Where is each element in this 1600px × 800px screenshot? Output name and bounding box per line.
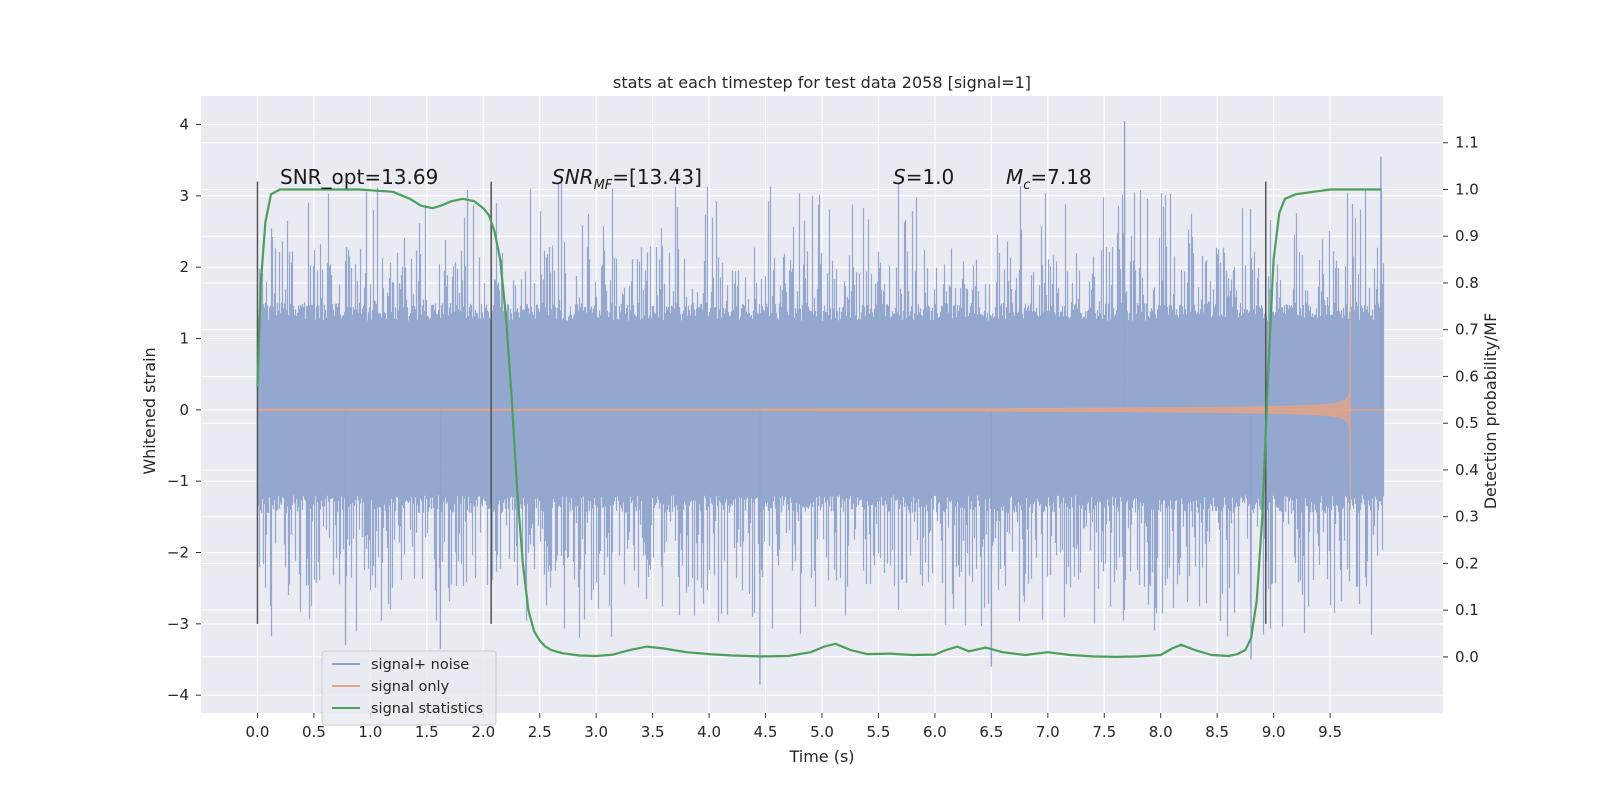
legend-label-signal-only: signal only [371, 679, 450, 695]
y-tick-label-3: 1 [179, 330, 189, 348]
x-tick-label-15: 7.5 [1092, 723, 1116, 741]
x-tick-label-1: 0.5 [302, 723, 326, 741]
x-axis-label: Time (s) [788, 747, 854, 766]
y2-tick-label-8: 0.3 [1455, 508, 1479, 526]
x-tick-label-7: 3.5 [641, 723, 665, 741]
x-tick-label-19: 9.5 [1318, 723, 1342, 741]
annotation-snr-opt: SNR_opt=13.69 [280, 165, 438, 189]
signal-statistics-line [256, 188, 1381, 658]
annotation-mc-value: =7.18 [1030, 165, 1091, 189]
annotation-mc: Mc=7.18 [1006, 165, 1092, 193]
x-tick-label-14: 7.0 [1036, 723, 1060, 741]
legend: signal+ noise signal only signal statist… [321, 650, 497, 726]
y2-tick-label-9: 0.2 [1455, 554, 1479, 572]
x-tick-label-6: 3.0 [584, 723, 608, 741]
annotation-snr-mf-sub: MF [594, 178, 613, 193]
legend-frame [321, 650, 497, 726]
annotation-s-value: =1.0 [906, 165, 955, 189]
annotation-mc-base: M [1006, 165, 1023, 189]
y-axis-label: Whitened strain [140, 347, 159, 474]
x-tick-label-8: 4.0 [697, 723, 721, 741]
y2-tick-label-3: 0.8 [1455, 274, 1479, 292]
y-tick-labels: 4 3 2 1 0 −1 −2 −3 −4 [167, 116, 201, 704]
y2-tick-label-5: 0.6 [1455, 367, 1479, 385]
x-tick-label-17: 8.5 [1205, 723, 1229, 741]
x-tick-label-3: 1.5 [415, 723, 439, 741]
x-tick-label-2: 1.0 [358, 723, 382, 741]
signal-statistics-series [256, 188, 1381, 658]
y2-tick-label-10: 0.1 [1455, 601, 1479, 619]
y-tick-label-2: 2 [179, 258, 189, 276]
y2-tick-label-0: 1.1 [1455, 134, 1479, 152]
annotation-s-base: S [893, 165, 906, 189]
y2-tick-label-7: 0.4 [1455, 461, 1479, 479]
y-tick-label-5: −1 [167, 472, 189, 490]
annotation-s: S=1.0 [893, 165, 954, 189]
x-tick-label-4: 2.0 [471, 723, 495, 741]
annotation-snr-mf-value: =[13.43] [612, 165, 702, 189]
y-tick-label-4: 0 [179, 401, 189, 419]
x-tick-label-11: 5.5 [867, 723, 891, 741]
y2-tick-label-2: 0.9 [1455, 227, 1479, 245]
annotation-snr-mf-base: SNR [552, 165, 594, 189]
signal-only-series [257, 284, 1385, 510]
legend-label-signal-noise: signal+ noise [371, 657, 469, 673]
x-tick-label-10: 5.0 [810, 723, 834, 741]
x-tick-labels: 0.0 0.5 1.0 1.5 2.0 2.5 3.0 3.5 4.0 4.5 5.0 5.5 6.0 6… [246, 713, 1342, 741]
chart-title: stats at each timestep for test data 205… [613, 73, 1031, 92]
y-tick-label-0: 4 [179, 116, 189, 134]
annotation-mc-sub: c [1023, 178, 1030, 193]
x-tick-label-13: 6.5 [979, 723, 1003, 741]
segment-markers [256, 181, 1267, 624]
x-tick-label-0: 0.0 [246, 723, 270, 741]
y-tick-label-1: 3 [179, 187, 189, 205]
y2-tick-label-1: 1.0 [1455, 180, 1479, 198]
y2-tick-label-4: 0.7 [1455, 321, 1479, 339]
legend-label-signal-statistics: signal statistics [371, 701, 483, 717]
x-tick-label-18: 9.0 [1262, 723, 1286, 741]
y2-tick-label-11: 0.0 [1455, 648, 1479, 666]
x-tick-label-5: 2.5 [528, 723, 552, 741]
y2-tick-label-6: 0.5 [1455, 414, 1479, 432]
y-tick-label-8: −4 [167, 686, 189, 704]
annotation-snr-mf: SNRMF=[13.43] [552, 165, 702, 193]
y2-axis-label: Detection probability/MF [1481, 313, 1500, 510]
y-tick-label-7: −3 [167, 615, 189, 633]
x-tick-label-12: 6.0 [923, 723, 947, 741]
y-tick-label-6: −2 [167, 544, 189, 562]
y2-tick-labels: 1.1 1.0 0.9 0.8 0.7 0.6 0.5 0.4 0.3 0.2 0.1 0.0 [1443, 134, 1479, 666]
x-tick-label-9: 4.5 [754, 723, 778, 741]
x-tick-label-16: 8.0 [1149, 723, 1173, 741]
